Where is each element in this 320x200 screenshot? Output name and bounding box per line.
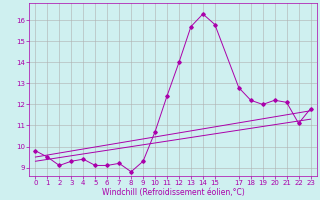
X-axis label: Windchill (Refroidissement éolien,°C): Windchill (Refroidissement éolien,°C) xyxy=(102,188,244,197)
